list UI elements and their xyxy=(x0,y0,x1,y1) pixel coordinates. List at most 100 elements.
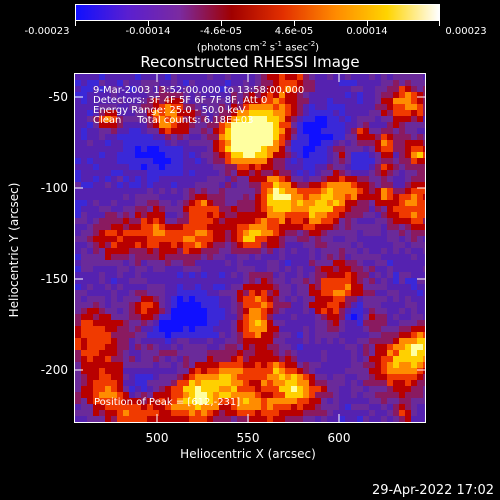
heatmap-cell xyxy=(405,218,411,224)
heatmap-cell xyxy=(381,416,387,422)
heatmap-cell xyxy=(147,164,153,170)
heatmap-cell xyxy=(279,290,285,296)
heatmap-cell xyxy=(279,134,285,140)
heatmap-cell xyxy=(303,92,309,98)
heatmap-cell xyxy=(393,92,399,98)
heatmap-cell xyxy=(177,248,183,254)
observation-info: 9-Mar-2003 13:52:00.000 to 13:58:00.000 … xyxy=(93,86,304,126)
heatmap-cell xyxy=(249,260,255,266)
heatmap-cell xyxy=(399,308,405,314)
heatmap-cell xyxy=(309,332,315,338)
heatmap-cell xyxy=(87,368,93,374)
heatmap-cell xyxy=(279,362,285,368)
heatmap-cell xyxy=(213,338,219,344)
heatmap-cell xyxy=(423,248,425,254)
heatmap-cell xyxy=(75,272,81,278)
heatmap-cell xyxy=(237,170,243,176)
heatmap-cell xyxy=(279,368,285,374)
heatmap-cell xyxy=(105,200,111,206)
heatmap-cell xyxy=(81,356,87,362)
heatmap-cell xyxy=(297,224,303,230)
heatmap-cell xyxy=(201,92,207,98)
heatmap-cell xyxy=(171,374,177,380)
heatmap-cell xyxy=(375,332,381,338)
heatmap-cell xyxy=(99,320,105,326)
heatmap-cell xyxy=(81,74,87,80)
heatmap-cell xyxy=(357,260,363,266)
heatmap-cell xyxy=(93,362,99,368)
heatmap-cell xyxy=(237,86,243,92)
heatmap-cell xyxy=(111,254,117,260)
heatmap-cell xyxy=(405,116,411,122)
heatmap-cell xyxy=(243,266,249,272)
heatmap-cell xyxy=(249,404,255,410)
heatmap-cell xyxy=(291,344,297,350)
heatmap-cell xyxy=(309,224,315,230)
heatmap-cell xyxy=(135,74,141,80)
heatmap-cell xyxy=(93,326,99,332)
heatmap-cell xyxy=(261,182,267,188)
heatmap-cell xyxy=(159,158,165,164)
heatmap-cell xyxy=(327,296,333,302)
heatmap-cell xyxy=(93,308,99,314)
heatmap-cell xyxy=(315,92,321,98)
heatmap-cell xyxy=(285,152,291,158)
heatmap-cell xyxy=(303,386,309,392)
heatmap-cell xyxy=(75,92,81,98)
heatmap-cell xyxy=(369,416,375,422)
heatmap-cell xyxy=(357,164,363,170)
heatmap-cell xyxy=(243,224,249,230)
heatmap-cell xyxy=(369,176,375,182)
heatmap-cell xyxy=(327,410,333,416)
heatmap-cell xyxy=(357,74,363,80)
heatmap-cell xyxy=(339,80,345,86)
heatmap-cell xyxy=(303,368,309,374)
heatmap-cell xyxy=(417,284,423,290)
heatmap-cell xyxy=(219,104,225,110)
heatmap-cell xyxy=(177,350,183,356)
heatmap-cell xyxy=(195,200,201,206)
heatmap-cell xyxy=(351,236,357,242)
heatmap-cell xyxy=(387,338,393,344)
heatmap-cell xyxy=(321,320,327,326)
heatmap-cell xyxy=(231,392,237,398)
heatmap-cell xyxy=(75,254,81,260)
heatmap-cell xyxy=(339,170,345,176)
heatmap-cell xyxy=(393,356,399,362)
heatmap-cell xyxy=(189,380,195,386)
heatmap-cell xyxy=(255,296,261,302)
heatmap-cell xyxy=(405,212,411,218)
heatmap-cell xyxy=(405,128,411,134)
heatmap-cell xyxy=(207,98,213,104)
heatmap-cell xyxy=(183,320,189,326)
heatmap-cell xyxy=(249,230,255,236)
heatmap-cell xyxy=(357,116,363,122)
heatmap-cell xyxy=(219,284,225,290)
colorbar-units: (photons cm-2 s-1 asec-2) xyxy=(196,40,320,54)
heatmap-cell xyxy=(81,158,87,164)
heatmap-cell xyxy=(327,194,333,200)
heatmap-cell xyxy=(327,254,333,260)
heatmap-cell xyxy=(273,272,279,278)
heatmap-cell xyxy=(375,344,381,350)
heatmap-cell xyxy=(207,242,213,248)
heatmap-cell xyxy=(207,200,213,206)
heatmap-cell xyxy=(123,218,129,224)
heatmap-cell xyxy=(321,134,327,140)
heatmap-cell xyxy=(411,392,417,398)
heatmap-cell xyxy=(207,218,213,224)
heatmap-cell xyxy=(147,128,153,134)
heatmap-cell xyxy=(333,140,339,146)
heatmap-cell xyxy=(93,392,99,398)
heatmap-cell xyxy=(417,374,423,380)
heatmap-cell xyxy=(315,212,321,218)
heatmap-cell xyxy=(225,350,231,356)
heatmap-cell xyxy=(357,170,363,176)
heatmap-cell xyxy=(333,236,339,242)
heatmap-cell xyxy=(105,272,111,278)
heatmap-cell xyxy=(387,104,393,110)
heatmap-cell xyxy=(339,134,345,140)
heatmap-cell xyxy=(363,302,369,308)
heatmap-cell xyxy=(327,182,333,188)
heatmap-cell xyxy=(411,254,417,260)
